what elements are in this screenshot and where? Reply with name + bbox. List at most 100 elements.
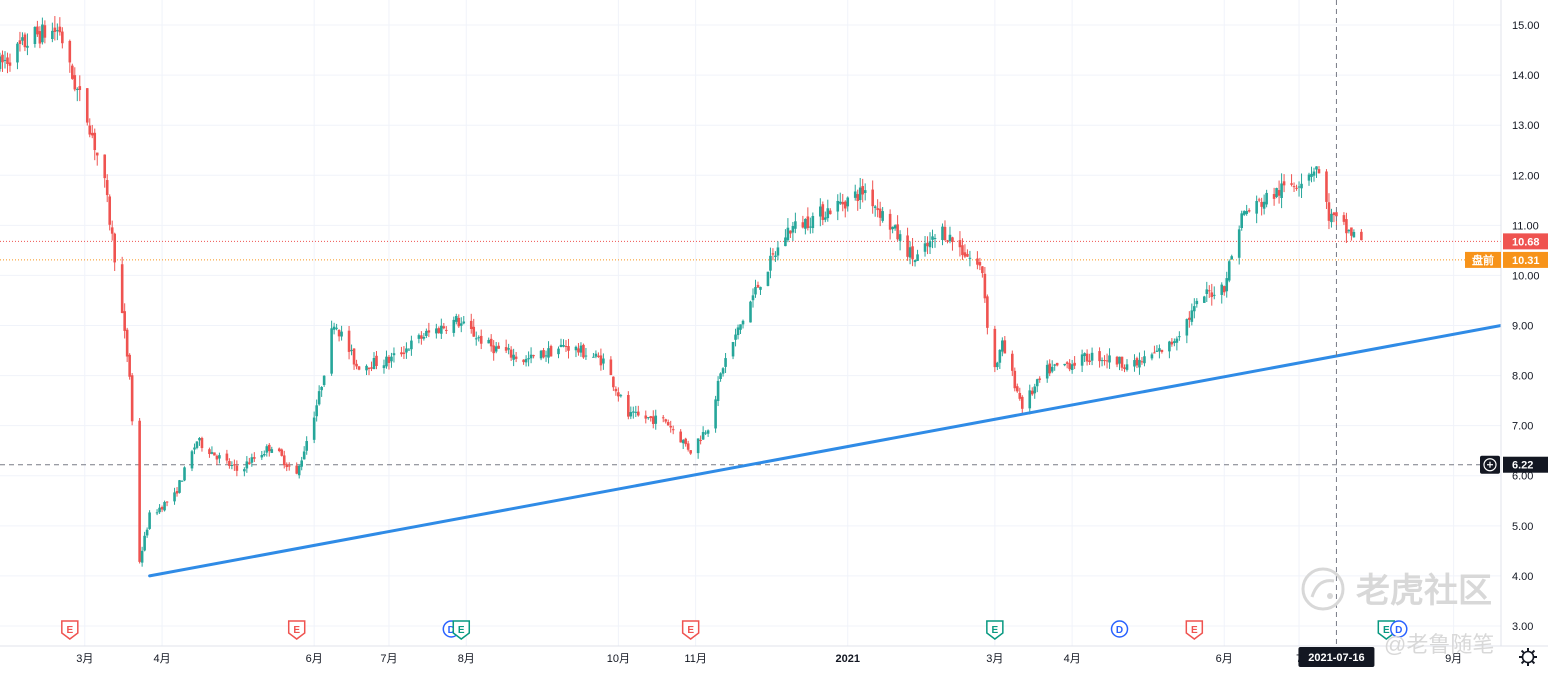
candle bbox=[632, 406, 635, 419]
candle bbox=[155, 509, 159, 516]
candle bbox=[26, 33, 29, 56]
candle bbox=[123, 303, 126, 339]
candle bbox=[1028, 384, 1032, 415]
candle bbox=[452, 316, 456, 337]
candle bbox=[597, 352, 600, 358]
earnings-event-icon[interactable]: E bbox=[681, 620, 700, 640]
candle bbox=[1188, 311, 1191, 328]
candle bbox=[1202, 295, 1206, 303]
candle bbox=[1275, 187, 1278, 199]
candle bbox=[78, 75, 82, 102]
candle bbox=[190, 449, 194, 472]
candle bbox=[1105, 353, 1109, 369]
earnings-event-icon[interactable]: E bbox=[1185, 620, 1204, 640]
candle bbox=[661, 414, 665, 423]
candle bbox=[23, 32, 27, 52]
candle bbox=[454, 313, 458, 325]
candle bbox=[557, 346, 560, 359]
earnings-event-icon[interactable]: E bbox=[986, 620, 1004, 640]
candle bbox=[6, 52, 9, 74]
candle bbox=[163, 500, 166, 512]
candle bbox=[340, 325, 343, 341]
time-axis[interactable]: 3月 4月 6月 7月 8月 10月 11月 2021 3月 4月 6月 7 9月 bbox=[76, 653, 1462, 665]
candle bbox=[1120, 356, 1124, 371]
candle bbox=[1003, 336, 1007, 354]
time-tick-label: 3月 bbox=[76, 653, 93, 665]
price-labels: 10.68 10.31 盘前 6.22 bbox=[1465, 233, 1548, 474]
candle bbox=[627, 391, 630, 420]
candle bbox=[651, 410, 655, 429]
candle bbox=[392, 347, 396, 363]
candle bbox=[1048, 359, 1052, 377]
dividend-event-icon[interactable]: D bbox=[1390, 620, 1408, 638]
candle bbox=[410, 335, 413, 356]
candle bbox=[8, 53, 12, 72]
candle bbox=[1123, 364, 1126, 373]
candle bbox=[355, 359, 358, 370]
svg-text:D: D bbox=[1116, 625, 1123, 636]
candle bbox=[619, 393, 623, 398]
candle bbox=[305, 436, 308, 455]
candle bbox=[809, 217, 812, 234]
candle bbox=[85, 88, 89, 126]
candle bbox=[108, 194, 112, 231]
candle bbox=[751, 288, 755, 308]
candle bbox=[88, 118, 92, 138]
watermark-logo-icon bbox=[1301, 567, 1345, 611]
dividend-event-icon[interactable]: D bbox=[1110, 620, 1129, 638]
earnings-event-icon[interactable]: E bbox=[452, 620, 471, 640]
candle bbox=[1065, 361, 1069, 369]
candle bbox=[774, 251, 777, 262]
candle bbox=[721, 367, 725, 377]
gear-icon[interactable] bbox=[1519, 648, 1537, 666]
price-axis[interactable]: 15.00 14.00 13.00 12.00 11.00 10.00 9.00 8.00 7.… bbox=[1512, 20, 1540, 633]
candle bbox=[95, 152, 99, 166]
candle bbox=[1297, 181, 1301, 197]
candle bbox=[911, 237, 914, 267]
candle bbox=[754, 279, 757, 298]
candle bbox=[317, 385, 321, 406]
plus-circle-icon[interactable] bbox=[1480, 455, 1500, 474]
svg-text:E: E bbox=[1191, 625, 1198, 636]
candle bbox=[1193, 298, 1196, 319]
candle bbox=[315, 399, 318, 422]
time-tick-label: 10月 bbox=[607, 653, 630, 665]
candle bbox=[978, 257, 982, 271]
candle bbox=[644, 410, 648, 424]
candle bbox=[285, 462, 289, 472]
candle bbox=[771, 248, 775, 261]
candle bbox=[716, 376, 720, 407]
earnings-event-icon[interactable]: E bbox=[287, 620, 306, 640]
candle bbox=[1033, 383, 1037, 399]
candle bbox=[946, 239, 949, 244]
candle bbox=[435, 323, 438, 339]
candle bbox=[1133, 354, 1136, 372]
candle bbox=[858, 177, 862, 209]
candle bbox=[193, 443, 196, 455]
trendline-segment[interactable] bbox=[148, 324, 1503, 578]
candle bbox=[1070, 359, 1074, 374]
candle bbox=[1260, 197, 1263, 216]
candle bbox=[819, 198, 822, 227]
candle bbox=[1257, 197, 1261, 203]
candle bbox=[230, 461, 234, 470]
trendline[interactable] bbox=[148, 324, 1503, 578]
candle bbox=[407, 348, 411, 351]
candle bbox=[1011, 350, 1014, 377]
candle bbox=[749, 300, 752, 323]
candle bbox=[741, 319, 745, 329]
candle bbox=[128, 353, 131, 380]
earnings-event-icon[interactable]: E bbox=[1377, 620, 1396, 640]
candle bbox=[277, 447, 281, 453]
candle bbox=[105, 174, 109, 203]
candle bbox=[968, 250, 972, 267]
candle bbox=[786, 218, 790, 243]
svg-text:E: E bbox=[1383, 625, 1390, 636]
candle bbox=[584, 347, 588, 360]
price-tick-label: 13.00 bbox=[1512, 120, 1540, 132]
candle bbox=[400, 346, 403, 357]
earnings-event-icon[interactable]: E bbox=[61, 620, 79, 640]
svg-text:D: D bbox=[1395, 625, 1402, 636]
